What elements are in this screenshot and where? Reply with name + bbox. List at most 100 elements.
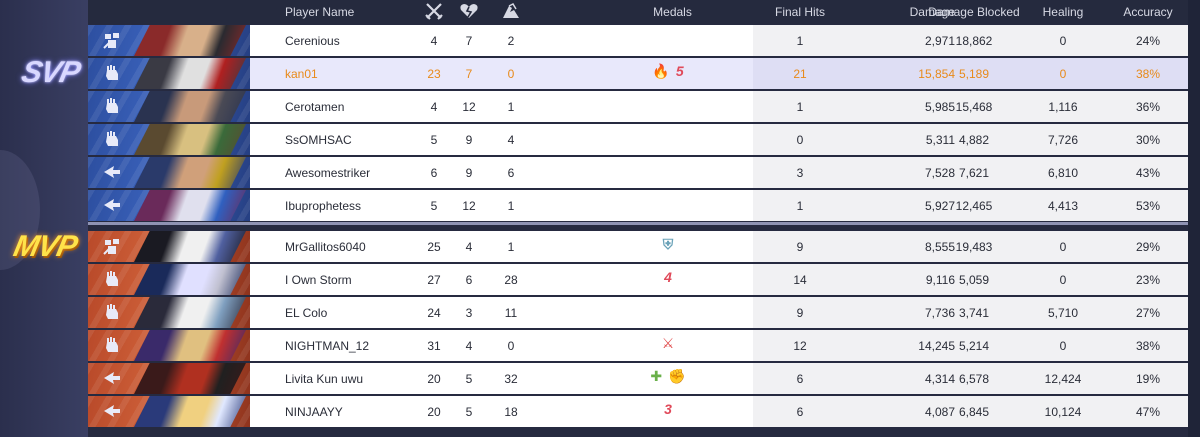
- accuracy-value: 23%: [1135, 273, 1161, 287]
- medals-cell: ⛨: [608, 236, 728, 253]
- streak-5-icon[interactable]: 5: [675, 63, 684, 79]
- damage-blocked-value: 18,862: [955, 34, 993, 48]
- player-row[interactable]: kan01 23 7 0 🔥 5 21 15,854 5,189 0 38%: [88, 58, 1188, 89]
- deaths-value: 5: [465, 405, 473, 419]
- hero-portrait: [88, 91, 250, 122]
- accuracy-value: 19%: [1135, 372, 1161, 386]
- kills-icon: [419, 2, 449, 23]
- player-name[interactable]: NINJAAYY: [285, 405, 343, 419]
- svp-badge: SVP: [18, 56, 83, 89]
- assists-value: 1: [507, 240, 515, 254]
- duelist-role-icon: [102, 64, 122, 83]
- player-name[interactable]: kan01: [285, 67, 318, 81]
- player-row[interactable]: Cerenious 4 7 2 1 2,971 18,862 0 24%: [88, 25, 1188, 56]
- player-row[interactable]: Cerotamen 4 12 1 1 5,985 15,468 1,116 36…: [88, 91, 1188, 122]
- stats-background: [753, 231, 1188, 262]
- header-final-hits: Final Hits: [774, 5, 825, 19]
- assists-value: 6: [507, 166, 515, 180]
- plus-icon[interactable]: ✚: [650, 368, 663, 384]
- stats-background: [753, 58, 1188, 89]
- player-name[interactable]: Awesomestriker: [285, 166, 371, 180]
- damage-value: 5,927: [924, 199, 955, 213]
- side-panel: SVP MVP: [0, 0, 90, 437]
- hero-portrait: [88, 231, 250, 262]
- final-hits-value: 14: [793, 273, 807, 287]
- player-name[interactable]: Cerotamen: [285, 100, 345, 114]
- healing-value: 0: [1059, 273, 1067, 287]
- hero-face-icon: [134, 190, 246, 221]
- assists-value: 32: [504, 372, 518, 386]
- final-hits-value: 9: [796, 306, 804, 320]
- player-name[interactable]: Livita Kun uwu: [285, 372, 364, 386]
- streak-3-icon[interactable]: 3: [664, 401, 672, 417]
- streak-4-icon[interactable]: 4: [664, 269, 672, 285]
- player-row[interactable]: SsOMHSAC 5 9 4 0 5,311 4,882 7,726 30%: [88, 124, 1188, 155]
- player-row[interactable]: Ibuprophetess 5 12 1 1 5,927 12,465 4,41…: [88, 190, 1188, 221]
- player-row[interactable]: EL Colo 24 3 11 9 7,736 3,741 5,710 27%: [88, 297, 1188, 328]
- player-name[interactable]: EL Colo: [285, 306, 328, 320]
- final-hits-value: 9: [796, 240, 804, 254]
- player-name[interactable]: I Own Storm: [285, 273, 352, 287]
- player-name[interactable]: NIGHTMAN_12: [285, 339, 370, 353]
- deaths-value: 3: [465, 306, 473, 320]
- deaths-value: 7: [465, 34, 473, 48]
- player-row[interactable]: MrGallitos6040 25 4 1 ⛨ 9 8,555 19,483 0…: [88, 231, 1188, 262]
- header-damage-blocked: Damage Blocked: [928, 5, 1020, 19]
- damage-blocked-value: 6,845: [958, 405, 990, 419]
- hero-portrait: [88, 58, 250, 89]
- duelist-role-icon: [102, 97, 122, 116]
- damage-value: 8,555: [924, 240, 955, 254]
- damage-value: 4,314: [924, 372, 955, 386]
- player-row[interactable]: NINJAAYY 20 5 18 3 6 4,087 6,845 10,124 …: [88, 396, 1188, 427]
- duelist-role-icon: [102, 303, 122, 322]
- damage-value: 5,311: [925, 133, 955, 147]
- header-medals: Medals: [653, 5, 692, 19]
- damage-value: 4,087: [924, 405, 955, 419]
- healing-value: 0: [1059, 240, 1067, 254]
- assists-value: 28: [504, 273, 518, 287]
- medals-cell: 4: [608, 269, 728, 285]
- player-name[interactable]: MrGallitos6040: [285, 240, 366, 254]
- final-hits-value: 1: [796, 34, 804, 48]
- damage-blocked-value: 5,059: [958, 273, 990, 287]
- player-row[interactable]: Awesomestriker 6 9 6 3 7,528 7,621 6,810…: [88, 157, 1188, 188]
- shield-icon[interactable]: ⛨: [662, 236, 674, 252]
- hero-face-icon: [134, 58, 246, 89]
- accuracy-value: 29%: [1135, 240, 1161, 254]
- healing-value: 4,413: [1047, 199, 1079, 213]
- assists-value: 1: [507, 199, 515, 213]
- crossed-swords-medal-icon[interactable]: ⚔: [661, 335, 675, 351]
- header-accuracy: Accuracy: [1123, 5, 1173, 19]
- healing-value: 0: [1059, 339, 1067, 353]
- player-name[interactable]: SsOMHSAC: [285, 133, 352, 147]
- hero-face-icon: [134, 330, 246, 361]
- accuracy-value: 27%: [1135, 306, 1161, 320]
- assists-value: 18: [504, 405, 518, 419]
- player-name[interactable]: Cerenious: [285, 34, 340, 48]
- player-row[interactable]: Livita Kun uwu 20 5 32 ✚ ✊ 6 4,314 6,578 …: [88, 363, 1188, 394]
- player-name[interactable]: Ibuprophetess: [285, 199, 362, 213]
- final-hits-value: 12: [793, 339, 807, 353]
- hero-portrait: [88, 25, 250, 56]
- damage-value: 2,971: [924, 34, 955, 48]
- stats-background: [753, 91, 1188, 122]
- fist-icon[interactable]: ✊: [668, 368, 686, 384]
- player-row[interactable]: I Own Storm 27 6 28 4 14 9,116 5,059 0 2…: [88, 264, 1188, 295]
- kills-value: 4: [430, 100, 438, 114]
- fire-icon[interactable]: 🔥: [652, 63, 670, 79]
- assists-value: 0: [507, 67, 515, 81]
- deaths-value: 7: [465, 67, 473, 81]
- stats-background: [753, 157, 1188, 188]
- healing-value: 6,810: [1047, 166, 1079, 180]
- final-hits-value: 0: [796, 133, 804, 147]
- player-row[interactable]: NIGHTMAN_12 31 4 0 ⚔ 12 14,245 5,214 0 3…: [88, 330, 1188, 361]
- kills-value: 5: [430, 199, 438, 213]
- duelist-role-icon: [102, 270, 122, 289]
- hero-face-icon: [134, 157, 246, 188]
- deaths-value: 12: [462, 100, 476, 114]
- accuracy-value: 43%: [1135, 166, 1161, 180]
- final-hits-value: 3: [796, 166, 804, 180]
- damage-value: 7,528: [924, 166, 955, 180]
- healing-value: 7,726: [1047, 133, 1079, 147]
- kills-value: 5: [430, 133, 438, 147]
